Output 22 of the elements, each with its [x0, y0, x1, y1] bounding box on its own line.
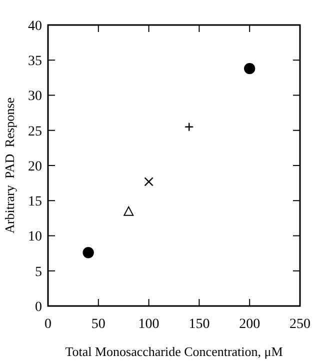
x-axis-title: Total Monosaccharide Concentration, μM — [65, 344, 284, 359]
point — [82, 247, 94, 258]
y-tick-label: 10 — [28, 230, 42, 245]
x-tick-label: 0 — [44, 317, 52, 332]
y-tick-label: 30 — [28, 89, 42, 104]
y-tick-label: 5 — [35, 264, 42, 280]
x-tick-label: 200 — [239, 317, 260, 332]
x-tick-label: 250 — [290, 317, 310, 332]
point — [124, 206, 134, 216]
y-tick-label: 40 — [28, 18, 42, 34]
y-tick-label: 20 — [28, 159, 42, 174]
x-tick-label: 100 — [138, 317, 160, 332]
point — [244, 62, 256, 74]
y-axis-title: Arbitrary PAD Response — [2, 97, 17, 234]
y-tick-label: 0 — [35, 300, 42, 315]
x-tick-label: 50 — [91, 317, 106, 332]
point — [184, 122, 194, 132]
x-tick-label: 150 — [188, 317, 210, 332]
point — [144, 177, 154, 186]
y-tick-label: 15 — [28, 194, 42, 210]
y-tick-label: 35 — [28, 54, 42, 70]
y-tick-label: 25 — [28, 124, 42, 140]
